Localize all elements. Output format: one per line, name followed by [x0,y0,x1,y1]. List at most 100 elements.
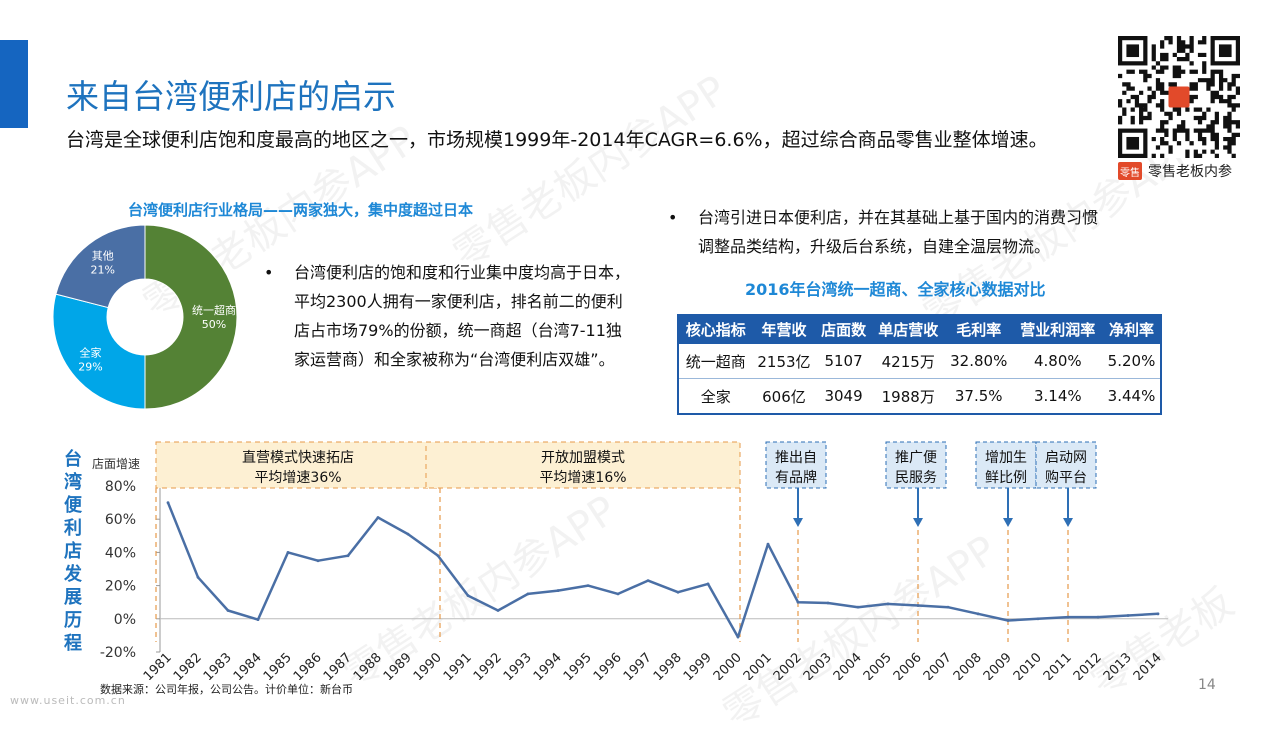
table-title: 2016年台湾统一超商、全家核心数据对比 [745,280,1046,299]
growth-point [346,554,350,558]
timeline-title-char: 店 [64,541,82,562]
y-tick-label: 40% [105,545,136,561]
qr-modules [1118,36,1240,158]
table-cell: 606亿 [752,378,816,415]
table-cell: 3049 [815,378,872,415]
growth-point [706,582,710,586]
table-header-row: 核心指标 年营收 店面数 单店营收 毛利率 营业利润率 净利率 [678,314,1161,344]
growth-point [1066,615,1070,619]
y-tick-label: 20% [105,579,136,595]
table-header-cell: 净利率 [1103,314,1161,344]
qr-center-logo [1168,86,1190,108]
event-arrow-head [1003,518,1013,527]
bullet-right: • 台湾引进日本便利店，并在其基础上基于国内的消费习惯调整品类结构，升级后台系统… [668,203,1108,261]
x-tick-label: 2014 [1131,650,1165,680]
bullet-left: • 台湾便利店的饱和度和行业集中度均高于日本，平均2300人拥有一家便利店，排名… [264,258,632,374]
x-tick-label: 1998 [651,650,685,680]
x-tick-label: 2005 [861,650,895,680]
growth-point [766,542,770,546]
table-cell: 37.5% [944,378,1013,415]
growth-point [946,605,950,609]
phase-growth-label: 平均增速16% [539,470,626,486]
growth-point [526,592,530,596]
event-box [1035,441,1097,489]
slide-subtitle: 台湾是全球便利店饱和度最高的地区之一，市场规模1999年-2014年CAGR=6… [66,129,1048,151]
timeline-title-char: 湾 [64,472,82,493]
bullet-marker: • [668,208,678,227]
x-tick-label: 1988 [351,650,385,680]
table-header-cell: 营业利润率 [1012,314,1103,344]
event-label: 推出自 [775,450,817,466]
x-tick-label: 2001 [741,650,775,680]
growth-point [1156,612,1160,616]
brand-logo-icon: 零售 [1118,162,1142,180]
growth-point [406,532,410,536]
timeline-title-char: 展 [64,587,82,608]
growth-point [1006,619,1010,622]
x-tick-label: 1986 [291,650,325,680]
x-tick-label: 1994 [531,650,565,680]
timeline-title-char: 便 [64,495,82,516]
x-tick-label: 2010 [1011,650,1045,680]
y-tick-label: 60% [105,512,136,528]
growth-point [796,600,800,604]
growth-point [436,554,440,558]
phase-label: 开放加盟模式 [541,450,625,466]
slide-title: 来自台湾便利店的启示 [66,77,396,116]
donut-chart-title: 台湾便利店行业格局——两家独大，集中度超过日本 [128,201,474,219]
donut-slice-percent: 29% [78,360,102,373]
y-axis-label: 店面增速 [92,457,140,471]
table-header-cell: 年营收 [752,314,816,344]
growth-point [856,605,860,609]
event-label: 鲜比例 [985,470,1027,486]
table-cell: 4215万 [871,344,945,379]
event-label: 推广便 [895,450,937,466]
growth-point [466,594,470,597]
timeline-title-char: 利 [64,518,82,539]
x-tick-label: 2009 [981,650,1015,680]
page-number: 14 [1198,677,1216,693]
donut-slice-name: 全家 [79,345,101,359]
x-tick-label: 1996 [591,650,625,680]
timeline-title-char: 台 [64,449,82,470]
bullet-marker: • [264,263,274,282]
bullet-right-text: 台湾引进日本便利店，并在其基础上基于国内的消费习惯调整品类结构，升级后台系统，自… [698,208,1099,256]
timeline-title-char: 程 [64,633,82,654]
x-tick-label: 2000 [711,650,745,680]
x-tick-label: 2007 [921,650,955,680]
footer-url: www.useit.com.cn [10,694,126,707]
donut-slice [52,293,146,410]
y-tick-label: 80% [105,479,136,495]
growth-point [1096,615,1100,619]
x-tick-label: 1984 [231,650,265,680]
event-box [765,441,827,489]
comparison-table: 核心指标 年营收 店面数 单店营收 毛利率 营业利润率 净利率 统一超商 215… [677,314,1162,415]
donut-slice-name: 统一超商 [192,303,236,317]
table-header-cell: 毛利率 [944,314,1013,344]
x-tick-label: 1987 [321,650,355,680]
growth-point [286,551,290,554]
x-tick-label: 1982 [171,650,205,680]
brand-name: 零售老板内参 [1148,164,1232,180]
x-tick-label: 1985 [261,650,295,680]
table-header-cell: 店面数 [815,314,872,344]
table-cell: 全家 [678,378,753,415]
growth-point [226,609,230,612]
table-cell: 1988万 [871,378,945,415]
growth-point [556,589,560,592]
x-tick-label: 2013 [1101,650,1135,680]
growth-point [676,590,680,594]
growth-point [646,579,650,583]
event-arrow-head [793,518,803,527]
phase-label: 直营模式快速拓店 [242,449,354,466]
table-cell: 统一超商 [678,344,753,379]
x-tick-label: 2003 [801,650,835,680]
growth-point [166,501,170,504]
donut-slice-name: 其他 [92,249,114,262]
bullet-left-text: 台湾便利店的饱和度和行业集中度均高于日本，平均2300人拥有一家便利店，排名前二… [294,263,631,369]
x-tick-label: 1997 [621,650,655,680]
x-tick-label: 2004 [831,650,865,680]
x-tick-label: 1995 [561,650,595,680]
x-tick-label: 2008 [951,650,985,680]
